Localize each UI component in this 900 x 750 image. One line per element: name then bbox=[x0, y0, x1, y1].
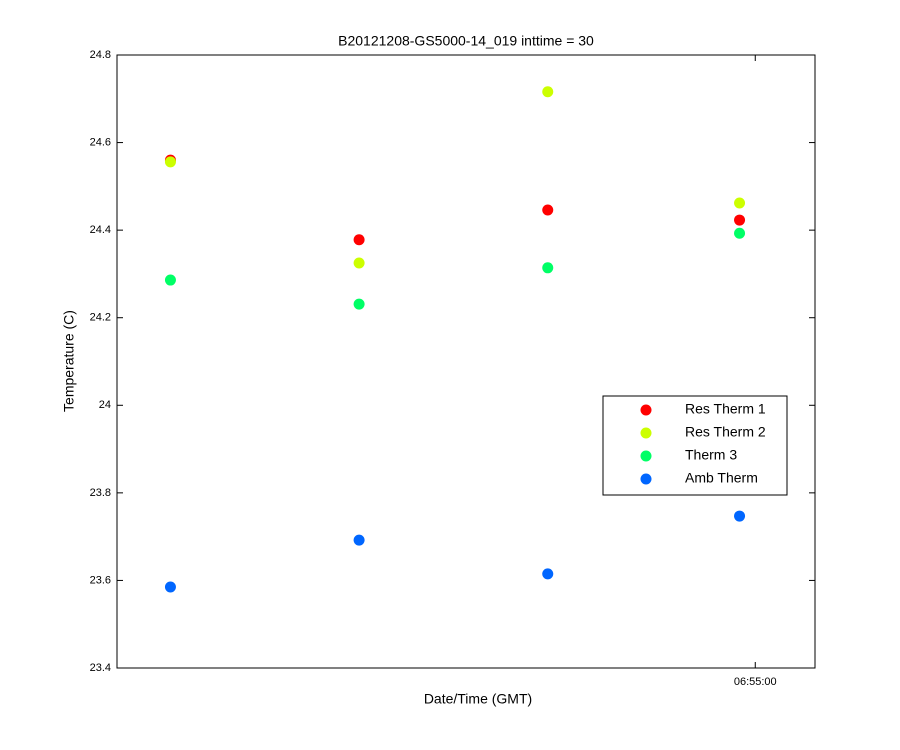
data-point bbox=[164, 581, 176, 593]
y-axis-label: Temperature (C) bbox=[61, 310, 77, 412]
data-point bbox=[164, 156, 176, 168]
y-tick-label: 24.8 bbox=[90, 49, 111, 61]
legend-marker bbox=[640, 427, 652, 439]
y-tick-label: 24.4 bbox=[90, 224, 111, 236]
y-tick-label: 23.4 bbox=[90, 662, 111, 674]
data-point bbox=[353, 298, 365, 310]
chart-title: B20121208-GS5000-14_019 inttime = 30 bbox=[338, 33, 594, 49]
data-point bbox=[353, 257, 365, 269]
data-point bbox=[542, 204, 554, 216]
data-point bbox=[542, 568, 554, 580]
data-point bbox=[542, 262, 554, 274]
legend-label: Res Therm 1 bbox=[685, 401, 766, 417]
data-point bbox=[734, 510, 746, 522]
y-tick-label: 23.8 bbox=[90, 487, 111, 499]
data-point bbox=[734, 197, 746, 209]
data-point bbox=[542, 86, 554, 98]
data-point bbox=[353, 234, 365, 246]
y-tick-label: 23.6 bbox=[90, 574, 111, 586]
y-tick-label: 24.2 bbox=[90, 312, 111, 324]
data-point bbox=[734, 214, 746, 226]
legend-label: Therm 3 bbox=[685, 447, 737, 463]
data-point bbox=[353, 534, 365, 546]
legend-box bbox=[602, 395, 788, 496]
legend-label: Amb Therm bbox=[685, 470, 758, 486]
legend-label: Res Therm 2 bbox=[685, 424, 766, 440]
x-axis-label: Date/Time (GMT) bbox=[424, 691, 532, 707]
x-tick-label: 06:55:00 bbox=[734, 676, 777, 688]
y-tick-label: 24 bbox=[99, 399, 111, 411]
y-tick-label: 24.6 bbox=[90, 136, 111, 148]
legend-marker bbox=[640, 473, 652, 485]
plot-area bbox=[116, 54, 816, 669]
data-point bbox=[164, 274, 176, 286]
legend-marker bbox=[640, 404, 652, 416]
data-point bbox=[734, 227, 746, 239]
legend-marker bbox=[640, 450, 652, 462]
